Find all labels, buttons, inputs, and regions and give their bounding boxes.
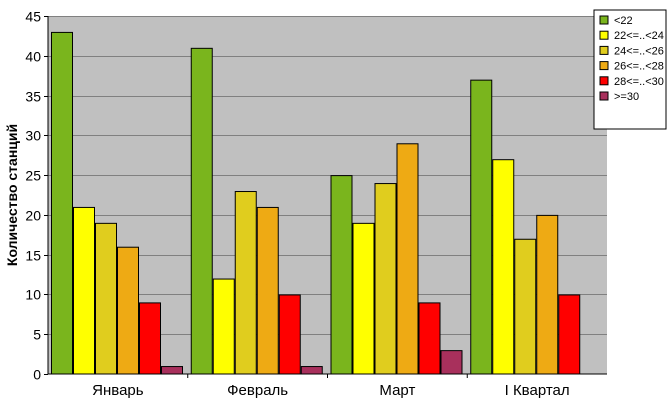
legend: <22 22<=..<24 24<=..<26 26<=..<28 28<=..<30 >… bbox=[593, 9, 667, 130]
bar bbox=[190, 47, 213, 375]
legend-label: 24<=..<26 bbox=[614, 45, 664, 57]
bar bbox=[330, 175, 353, 375]
bar bbox=[470, 79, 493, 375]
bar bbox=[212, 278, 235, 375]
legend-swatch bbox=[599, 45, 609, 55]
y-tick-label: 10 bbox=[25, 287, 41, 303]
bar bbox=[536, 214, 559, 375]
bar bbox=[374, 183, 397, 375]
bar bbox=[95, 222, 117, 375]
x-category-labels: Январь Февраль Март I Квартал bbox=[92, 374, 570, 399]
x-category-label: Март bbox=[379, 382, 415, 399]
bars bbox=[51, 31, 581, 375]
y-tick-label: 15 bbox=[25, 248, 41, 264]
bar bbox=[117, 246, 139, 375]
bar bbox=[73, 206, 95, 375]
legend-swatch bbox=[599, 30, 609, 40]
legend-label: 22<=..<24 bbox=[614, 30, 664, 42]
legend-swatch bbox=[599, 61, 609, 71]
y-tick-label: 35 bbox=[25, 89, 41, 105]
bar bbox=[161, 366, 183, 375]
legend-label: >=30 bbox=[614, 91, 639, 103]
bar bbox=[234, 191, 257, 375]
bar bbox=[139, 302, 161, 375]
y-tick-labels: 0 5 10 15 20 25 30 35 40 45 bbox=[25, 9, 48, 383]
x-category-label: Февраль bbox=[227, 382, 288, 399]
legend-label: 26<=..<28 bbox=[614, 61, 664, 73]
legend-label: <22 bbox=[614, 15, 633, 27]
y-axis-title: Количество станций bbox=[4, 124, 20, 266]
y-tick-label: 40 bbox=[25, 49, 41, 65]
bar bbox=[558, 294, 581, 375]
bar bbox=[514, 238, 537, 375]
bar bbox=[352, 222, 375, 375]
bar bbox=[51, 31, 73, 375]
bar bbox=[300, 366, 323, 375]
legend-swatch bbox=[599, 91, 609, 101]
bar bbox=[396, 143, 419, 375]
legend-label: 28<=..<30 bbox=[614, 76, 664, 88]
legend-swatch bbox=[599, 76, 609, 86]
legend-swatch bbox=[599, 15, 609, 25]
bar bbox=[440, 350, 463, 375]
y-tick-label: 5 bbox=[33, 327, 41, 343]
y-tick-label: 45 bbox=[25, 9, 41, 25]
y-tick-label: 0 bbox=[33, 367, 41, 383]
y-tick-label: 30 bbox=[25, 128, 41, 144]
bar bbox=[256, 206, 279, 375]
x-category-label: I Квартал bbox=[505, 382, 570, 399]
bar bbox=[492, 159, 515, 375]
y-tick-label: 25 bbox=[25, 168, 41, 184]
y-tick-label: 20 bbox=[25, 208, 41, 224]
bar bbox=[278, 294, 301, 375]
x-category-label: Январь bbox=[92, 382, 144, 399]
bar bbox=[418, 302, 441, 375]
